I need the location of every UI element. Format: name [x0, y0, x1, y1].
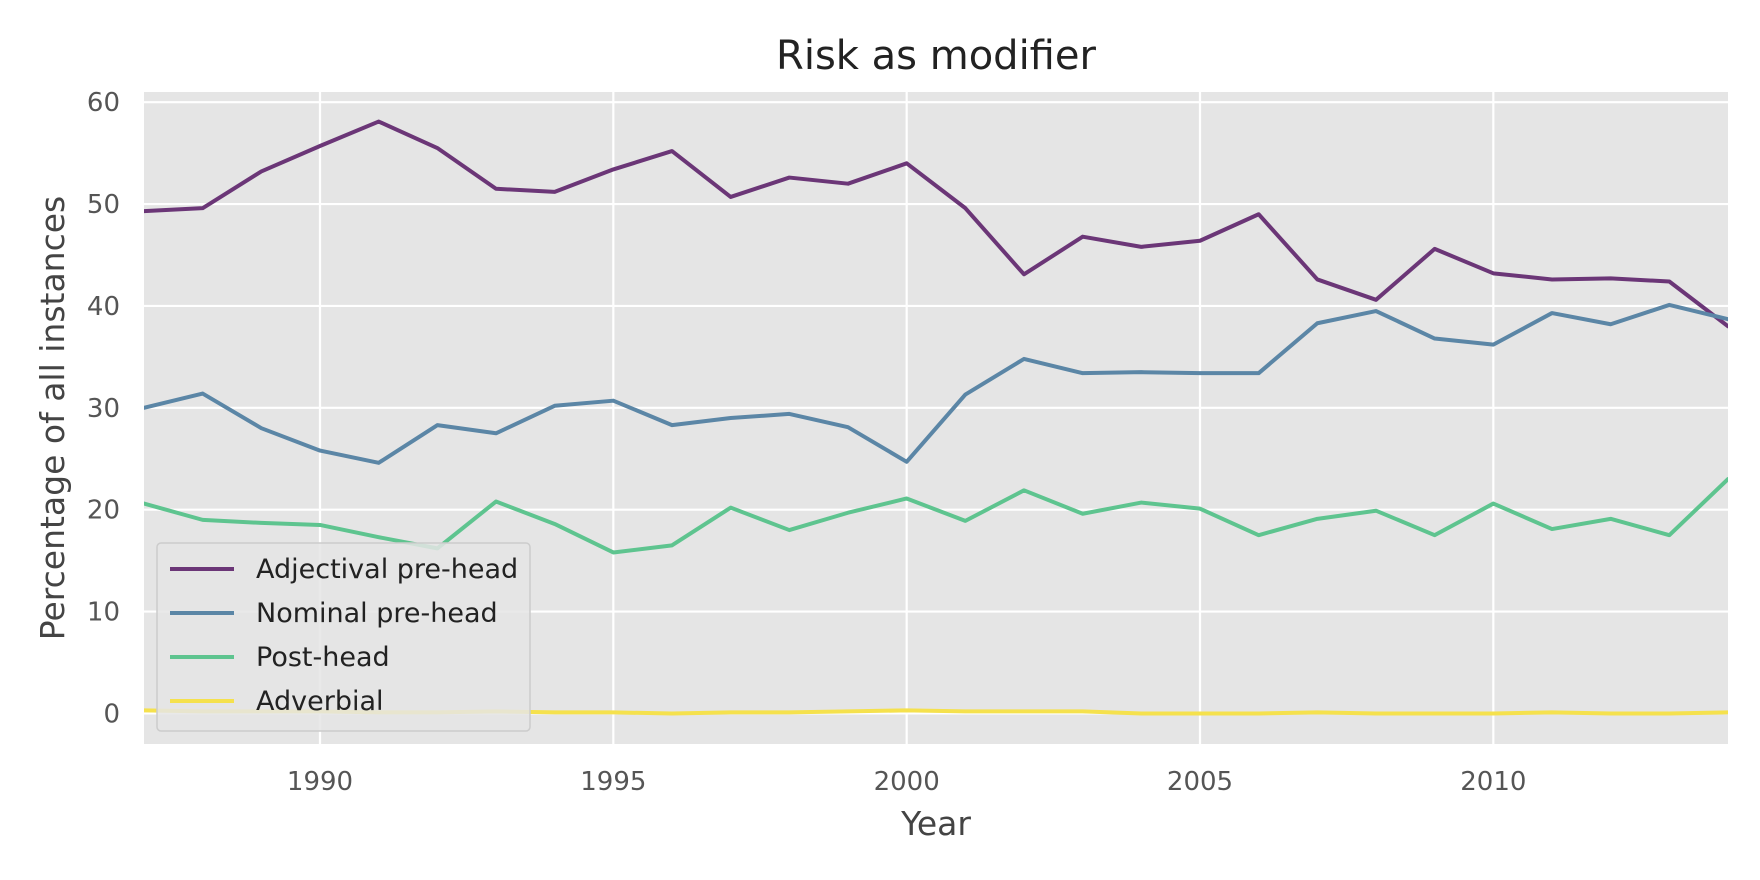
- x-axis-ticks: 1990 1995 2000 2005 2010: [287, 767, 1527, 797]
- legend: Adjectival pre-head Nominal pre-head Post-…: [156, 542, 531, 732]
- y-tick-label: 30: [87, 394, 120, 424]
- y-tick-label: 50: [87, 190, 120, 220]
- legend-label: Post-head: [256, 642, 390, 673]
- series-line-nominal-pre-head: [144, 302, 1728, 465]
- x-tick-label: 1995: [580, 767, 646, 797]
- legend-label: Adjectival pre-head: [256, 554, 518, 585]
- y-axis-ticks: 0 10 20 30 40 50 60: [87, 88, 120, 729]
- x-tick-label: 2005: [1167, 767, 1233, 797]
- x-axis-label: Year: [900, 804, 971, 843]
- legend-label: Nominal pre-head: [256, 598, 498, 629]
- x-tick-label: 2000: [874, 767, 940, 797]
- y-axis-label: Percentage of all instances: [33, 196, 72, 640]
- chart-title: Risk as modifier: [776, 33, 1096, 79]
- legend-label: Adverbial: [256, 686, 384, 717]
- y-tick-label: 20: [87, 496, 120, 526]
- series-line-adjectival-pre-head: [144, 119, 1728, 329]
- y-tick-label: 0: [103, 699, 120, 729]
- legend-box: [156, 542, 531, 732]
- y-tick-label: 60: [87, 88, 120, 118]
- grid: [144, 92, 1728, 744]
- x-tick-label: 1990: [287, 767, 353, 797]
- x-tick-label: 2010: [1460, 767, 1526, 797]
- y-tick-label: 10: [87, 598, 120, 628]
- y-tick-label: 40: [87, 292, 120, 322]
